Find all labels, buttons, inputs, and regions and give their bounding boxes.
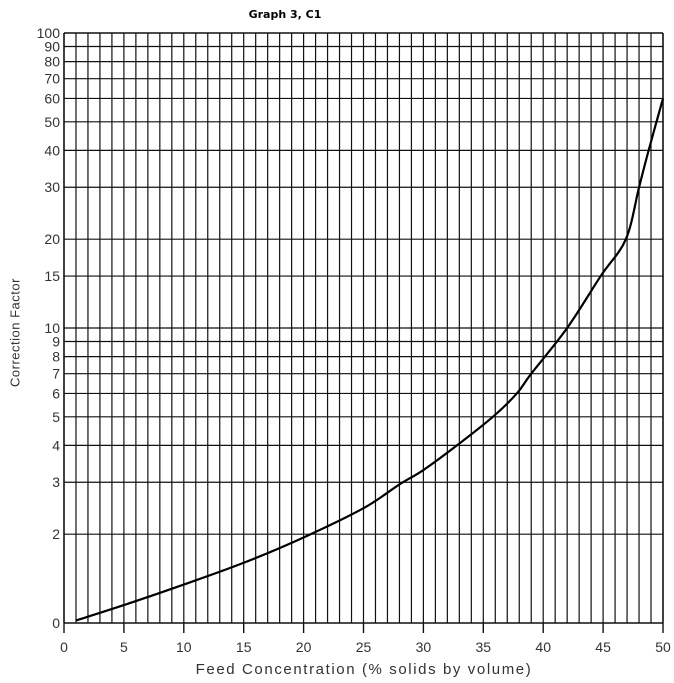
y-tick-label: 3: [52, 474, 60, 490]
x-tick-label: 35: [476, 639, 492, 655]
y-tick-label: 20: [44, 231, 60, 247]
y-tick-label: 9: [52, 333, 60, 349]
x-axis-label: Feed Concentration (% solids by volume): [195, 661, 533, 678]
x-tick-label: 5: [120, 639, 128, 655]
y-tick-label: 0: [52, 615, 60, 631]
y-tick-label: 7: [52, 366, 60, 382]
x-tick-label: 20: [296, 639, 312, 655]
x-tick-label: 45: [595, 639, 611, 655]
y-tick-label: 2: [52, 526, 60, 542]
y-tick-label: 6: [52, 385, 60, 401]
x-axis-ticks: 0 5 10 15 20 25 30 35 40 45 50: [60, 623, 671, 655]
y-tick-label: 100: [37, 25, 61, 41]
y-tick-label: 30: [44, 179, 60, 195]
x-tick-label: 15: [236, 639, 252, 655]
y-tick-label: 15: [44, 268, 60, 284]
y-tick-label: 5: [52, 409, 60, 425]
y-tick-label: 60: [44, 90, 60, 106]
correction-factor-curve: [75, 98, 665, 622]
y-tick-label: 90: [44, 38, 60, 54]
y-tick-label: 8: [52, 349, 60, 365]
x-tick-label: 50: [655, 639, 671, 655]
x-tick-label: 40: [535, 639, 551, 655]
x-tick-label: 25: [356, 639, 372, 655]
y-tick-label: 4: [52, 437, 60, 453]
y-tick-label: 70: [44, 71, 60, 87]
y-tick-label: 50: [44, 114, 60, 130]
y-tick-label: 40: [44, 142, 60, 158]
x-tick-label: 0: [60, 639, 68, 655]
x-tick-label: 30: [416, 639, 432, 655]
x-tick-label: 10: [176, 639, 192, 655]
grid-lines: [63, 32, 664, 624]
y-tick-label: 80: [44, 54, 60, 70]
y-tick-label: 10: [44, 320, 60, 336]
chart-title: Graph 3, C1: [248, 8, 322, 21]
